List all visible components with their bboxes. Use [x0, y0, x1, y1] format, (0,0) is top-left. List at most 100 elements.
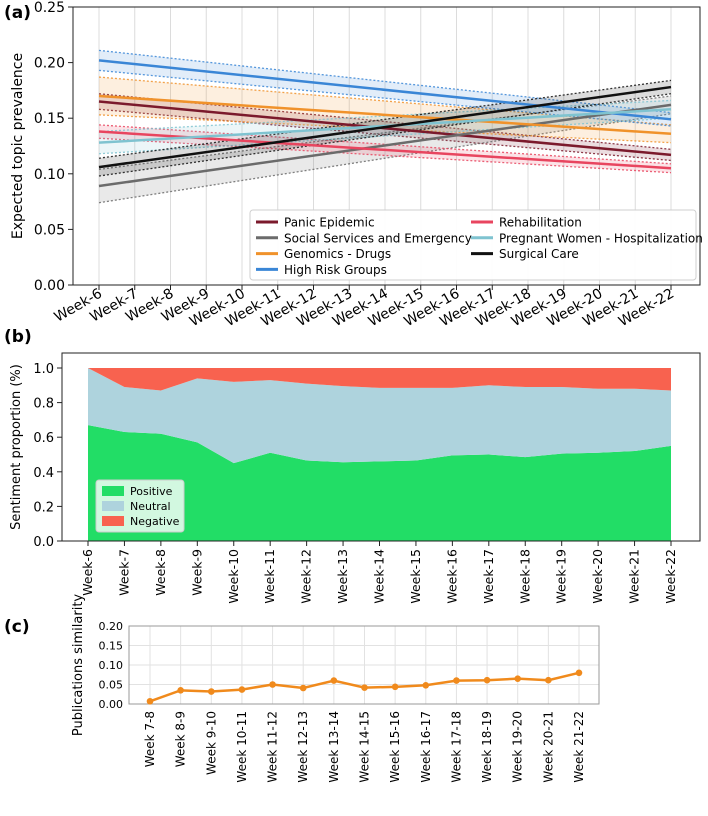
panel-a-ci-upper — [98, 99, 672, 133]
panel-b: (b) Sentiment proportion (%) 0.0 0.2 0.4 0.… — [4, 327, 701, 604]
panel-c-x-tick-label: Week 15-16 — [388, 711, 402, 783]
panel-a-label: (a) — [4, 3, 31, 23]
panel-c-data-point — [483, 676, 491, 684]
panel-b-x-tick-label: Week-16 — [444, 549, 459, 604]
panel-c-y-tick-label: 0.20 — [99, 620, 124, 633]
panel-a-series-line — [98, 103, 672, 188]
panel-c-data-point — [545, 676, 552, 684]
panel-b-y-tick-label: 0.4 — [33, 466, 54, 481]
panel-c-x-tick-label: Week 21-22 — [572, 711, 586, 783]
panel-c-data-point — [453, 677, 460, 684]
panel-a-y-tick-label: 0.15 — [34, 111, 65, 127]
panel-c-data-point — [514, 675, 522, 682]
panel-b-x-tick-label: Week-17 — [481, 549, 496, 604]
panel-a-legend-label: Pregnant Women - Hospitalization — [499, 231, 703, 245]
panel-a-ci-lower — [98, 137, 672, 174]
panel-c-y-tick-label: 0.00 — [99, 698, 124, 711]
panel-c-data-point — [575, 669, 583, 677]
panel-c-data-point — [422, 681, 430, 689]
panel-c-data-point — [238, 686, 246, 693]
panel-a-legend-label: Genomics - Drugs — [284, 247, 391, 261]
panel-b-x-tick-label: Week-6 — [80, 549, 95, 596]
panel-c-data-point — [299, 684, 307, 692]
panel-b-legend-swatch — [102, 516, 124, 526]
panel-a: (a) Expected topic prevalence 0.00 0.05 0.… — [4, 0, 703, 330]
panel-c-x-tick-label: Week 17-18 — [449, 711, 463, 783]
panel-b-y-tick-label: 1.0 — [33, 362, 54, 377]
panel-a-y-tick-label: 0.00 — [34, 278, 65, 294]
panel-a-ci-lower — [98, 117, 672, 155]
panel-b-x-tick-label: Week-15 — [408, 549, 423, 604]
panel-a-ci-lower — [98, 113, 672, 204]
panel-a-legend-label: High Risk Groups — [284, 263, 387, 277]
panel-a-ci-lower — [98, 114, 672, 144]
panel-c-x-tick-label: Week 18-19 — [480, 711, 494, 783]
panel-c-frame — [128, 625, 600, 705]
panel-b-area-positive — [88, 425, 671, 541]
panel-c-data-point — [146, 697, 154, 705]
panel-b-label: (b) — [4, 327, 32, 347]
panel-a-ci-lower — [98, 93, 672, 177]
panel-c-y-tick-label: 0.05 — [99, 679, 124, 692]
panel-b-y-axis-label: Sentiment proportion (%) — [9, 364, 24, 530]
panel-a-y-tick-label: 0.10 — [34, 167, 65, 183]
panel-a-frame — [72, 6, 701, 286]
panel-c-data-point — [207, 688, 215, 695]
panel-c-data-point — [361, 684, 368, 691]
panel-c-x-tick-label: Week 13-14 — [327, 711, 341, 783]
panel-c-y-tick-label: 0.15 — [99, 640, 124, 653]
panel-c-x-tick-label: Week 9-10 — [204, 711, 218, 775]
panel-b-x-tick-label: Week-13 — [335, 549, 350, 604]
panel-b-legend-swatch — [102, 501, 124, 511]
panel-c-x-tick-label: Week 19-20 — [511, 711, 525, 783]
panel-a-legend-label: Rehabilitation — [499, 216, 582, 230]
panel-b-x-tick-label: Week-7 — [116, 549, 131, 596]
panel-a-y-axis-label: Expected topic prevalence — [10, 53, 26, 239]
panel-c-data-point — [269, 681, 276, 688]
panel-a-y-tick-label: 0.20 — [34, 56, 65, 72]
panel-c-data-point — [391, 683, 399, 691]
panel-b-legend-swatch — [102, 486, 124, 496]
panel-c-x-tick-label: Week 16-17 — [419, 711, 433, 783]
panel-c-x-tick-label: Week 20-21 — [541, 711, 555, 783]
panel-c-data-point — [330, 677, 338, 684]
panel-a-ci-upper — [98, 124, 672, 165]
panel-a-y-tick-label: 0.05 — [34, 222, 65, 238]
panel-a-legend-box — [249, 209, 697, 281]
panel-c-x-tick-label: Week 8-9 — [174, 711, 188, 767]
panel-a-ci-upper — [98, 79, 672, 159]
panel-a-y-tick-label: 0.25 — [34, 0, 65, 16]
panel-b-x-tick-label: Week-11 — [262, 549, 277, 604]
panel-b-legend-label: Positive — [130, 485, 173, 498]
panel-c-x-tick-label: Week 10-11 — [235, 711, 249, 783]
panel-b-legend: Positive Neutral Negative — [95, 479, 185, 533]
panel-c-y-axis-label: Publications similarity — [71, 594, 86, 737]
panel-b-area-negative — [88, 368, 671, 391]
panel-b-x-tick-label: Week-21 — [627, 549, 642, 604]
panel-c-x-tick-label: Week 14-15 — [358, 711, 372, 783]
panel-b-y-tick-label: 0.8 — [33, 397, 54, 412]
panel-a-legend-label: Social Services and Emergency — [284, 231, 472, 245]
panel-b-frame — [61, 352, 701, 542]
panel-b-legend-label: Negative — [130, 515, 180, 528]
panel-a-series-line — [98, 94, 672, 136]
panel-b-y-tick-label: 0.0 — [33, 535, 54, 550]
panel-b-x-tick-label: Week-9 — [189, 549, 204, 596]
panel-c-x-tick-label: Week 11-12 — [266, 711, 280, 783]
panel-a-series-line — [98, 59, 672, 121]
panel-a-series-line — [98, 85, 672, 169]
panel-b-x-tick-label: Week-22 — [663, 549, 678, 604]
panel-b-x-tick-label: Week-14 — [372, 549, 387, 604]
panel-b-y-tick-label: 0.2 — [33, 500, 54, 515]
panel-b-x-tick-label: Week-20 — [590, 549, 605, 604]
panel-b-x-tick-label: Week-8 — [153, 549, 168, 596]
panel-c-x-tick-label: Week 12-13 — [296, 711, 310, 783]
panel-a-ci-upper — [98, 95, 672, 170]
panel-b-x-tick-label: Week-18 — [517, 549, 532, 604]
panel-b-legend-label: Neutral — [130, 500, 171, 513]
panel-b-area-neutral — [88, 368, 671, 464]
panel-c-data-point — [177, 687, 184, 694]
panel-c-x-tick-label: Week 7-8 — [143, 711, 157, 767]
